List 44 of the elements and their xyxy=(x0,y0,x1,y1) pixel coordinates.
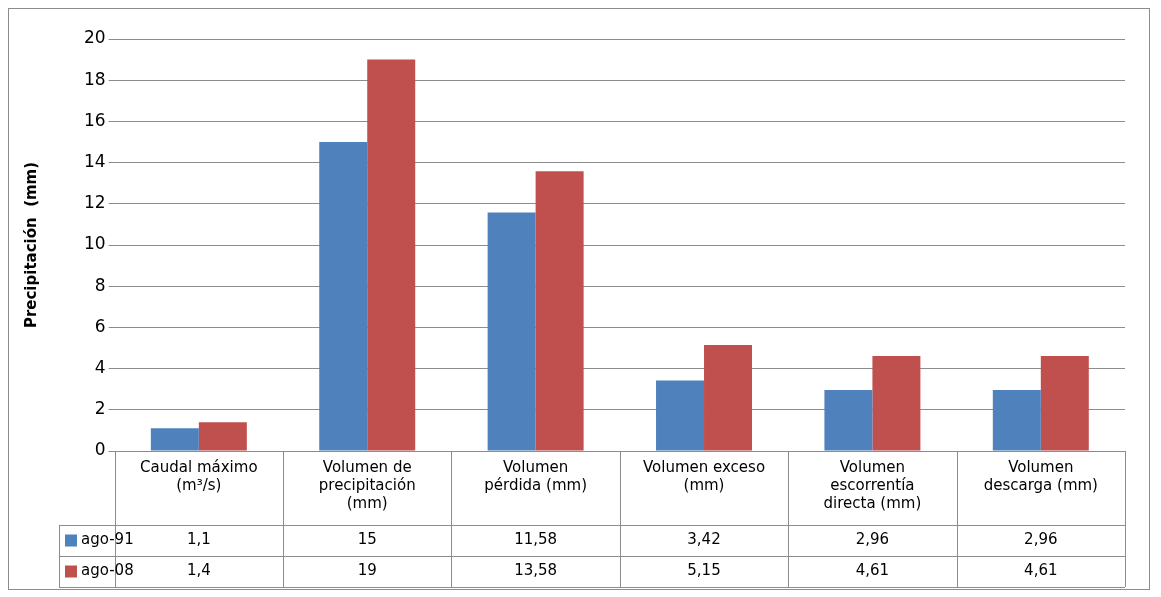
x-tick-label: Volumen pérdida (mm) xyxy=(484,457,587,494)
data-label: 4,61 xyxy=(1024,561,1058,580)
y-axis-title: Precipitación (mm) xyxy=(21,161,40,329)
legend-label: ago-91 xyxy=(81,530,134,549)
data-label: 2,96 xyxy=(855,530,890,549)
x-tick-label: Volumen descarga (mm) xyxy=(983,457,1098,494)
data-label: 3,42 xyxy=(687,530,721,549)
bar xyxy=(150,428,199,451)
data-label: 1,4 xyxy=(186,561,211,580)
bar xyxy=(535,171,584,451)
x-tick-label: Caudal máximo (m³/s) xyxy=(140,457,258,494)
y-tick-label: 2 xyxy=(94,398,106,419)
x-tick-label: Volumen escorrentía directa (mm) xyxy=(823,457,922,512)
bar xyxy=(487,212,536,451)
bar xyxy=(367,59,416,451)
y-tick-label: 16 xyxy=(83,109,106,130)
data-label: 1,1 xyxy=(186,530,211,549)
bar xyxy=(992,390,1041,451)
y-tick-label: 10 xyxy=(83,233,106,254)
bar xyxy=(872,356,921,451)
y-tick-label: 18 xyxy=(83,68,106,89)
data-label: 11,58 xyxy=(514,530,558,549)
data-label: 4,61 xyxy=(855,561,890,580)
bar xyxy=(198,422,247,451)
y-tick-label: 0 xyxy=(94,439,106,460)
data-label: 15 xyxy=(357,530,377,549)
y-tick-label: 12 xyxy=(83,192,106,213)
bar xyxy=(824,390,873,451)
data-label: 13,58 xyxy=(514,561,558,580)
data-label: 2,96 xyxy=(1024,530,1058,549)
bar xyxy=(319,142,368,451)
y-tick-label: 14 xyxy=(83,151,106,172)
x-tick-label: Volumen de precipitación (mm) xyxy=(318,457,416,512)
bar xyxy=(704,344,753,451)
bar xyxy=(656,380,705,451)
legend-label: ago-08 xyxy=(81,561,134,580)
y-tick-label: 20 xyxy=(83,27,106,48)
y-tick-label: 4 xyxy=(94,357,106,378)
y-tick-label: 6 xyxy=(94,315,106,336)
data-label: 5,15 xyxy=(687,561,721,580)
y-tick-label: 8 xyxy=(94,274,106,295)
x-tick-label: Volumen exceso (mm) xyxy=(642,457,766,494)
data-label: 19 xyxy=(357,561,377,580)
bar xyxy=(1040,356,1089,451)
